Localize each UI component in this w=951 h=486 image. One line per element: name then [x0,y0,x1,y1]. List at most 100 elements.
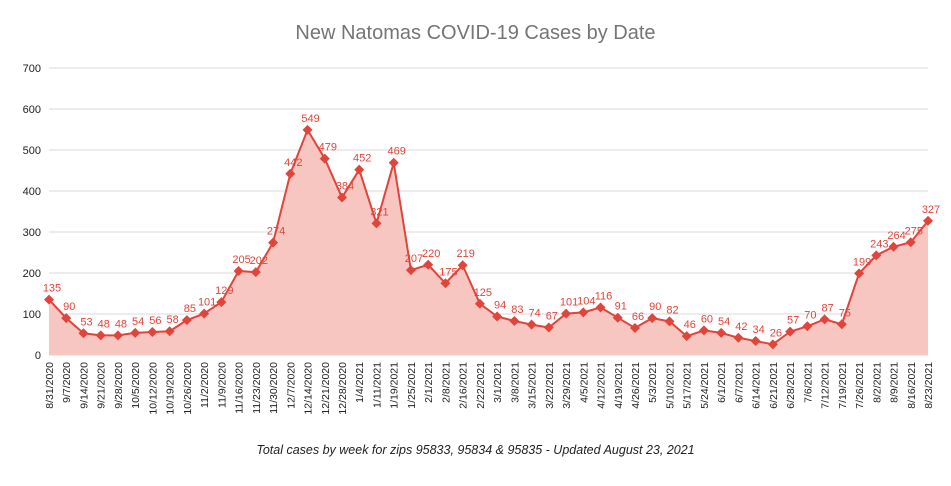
x-tick-label: 11/2/2020 [199,362,211,408]
chart-caption: Total cases by week for zips 95833, 9583… [256,443,695,457]
y-tick-label: 400 [23,186,41,198]
data-point [802,321,813,332]
x-tick-label: 4/26/2021 [630,362,642,409]
data-point [750,336,761,347]
data-point [836,319,847,330]
data-point [888,241,899,252]
x-tick-label: 9/21/2020 [96,362,108,409]
data-label: 42 [735,321,747,333]
x-tick-label: 5/3/2021 [647,362,659,403]
x-tick-label: 12/14/2020 [303,362,315,415]
data-label: 199 [853,256,871,268]
x-tick-label: 10/5/2020 [130,362,142,409]
x-tick-label: 8/31/2020 [44,362,56,409]
data-label: 56 [149,315,161,327]
data-point [561,308,572,319]
series-line [48,127,929,346]
data-markers [44,124,933,350]
x-tick-label: 11/23/2020 [251,362,263,414]
data-label: 479 [319,142,337,154]
data-point [285,168,296,179]
data-point [337,192,347,203]
y-tick-label: 200 [23,268,41,280]
data-point [474,298,485,309]
x-tick-label: 6/21/2021 [768,362,780,409]
data-point [578,307,589,318]
data-label: 321 [370,206,388,218]
data-label: 53 [80,316,92,328]
data-label: 125 [474,287,492,299]
data-label: 205 [232,254,250,266]
data-label: 75 [839,307,851,319]
x-tick-label: 6/7/2021 [733,362,745,403]
data-point [509,315,520,326]
data-point [216,297,227,308]
x-tick-label: 7/26/2021 [854,362,866,409]
data-point [767,339,778,350]
x-tick-label: 8/9/2021 [889,362,901,403]
x-tick-label: 9/7/2020 [61,362,73,403]
x-tick-label: 1/25/2021 [406,362,418,409]
data-point [250,267,261,278]
x-tick-label: 9/14/2020 [78,362,90,409]
x-tick-label: 4/5/2021 [578,362,590,403]
data-label: 60 [701,313,713,325]
data-label: 34 [753,324,765,336]
x-tick-label: 12/21/2020 [320,362,332,415]
data-label: 54 [132,316,144,328]
x-tick-label: 9/28/2020 [113,362,125,409]
y-tick-label: 100 [23,309,41,321]
data-label: 58 [167,314,179,326]
x-tick-label: 5/24/2021 [699,362,711,409]
y-tick-label: 600 [23,104,41,116]
data-label: 129 [215,285,233,297]
x-tick-label: 2/1/2021 [423,362,435,403]
x-tick-label: 8/16/2021 [906,362,918,409]
data-label: 26 [770,327,782,339]
x-tick-label: 3/22/2021 [544,362,556,409]
data-label: 135 [43,283,61,295]
data-label: 101 [560,297,578,309]
data-label: 275 [905,225,923,237]
data-label: 442 [284,157,302,169]
x-tick-label: 8/23/2021 [923,362,935,409]
data-label: 83 [511,304,523,316]
data-label: 327 [922,204,940,216]
data-label: 70 [804,309,816,321]
x-tick-label: 3/8/2021 [509,362,521,403]
data-label: 101 [198,297,216,309]
data-label: 202 [250,255,268,267]
x-tick-label: 12/7/2020 [285,362,297,409]
data-label: 243 [870,238,888,250]
series-area [49,129,928,355]
data-label: 116 [595,290,613,302]
data-label: 175 [439,266,457,278]
chart-title: New Natomas COVID-19 Cases by Date [295,22,656,44]
y-tick-label: 500 [23,145,41,157]
x-tick-label: 2/16/2021 [458,362,470,409]
data-label: 90 [63,301,75,313]
data-label: 48 [98,318,110,330]
data-label: 67 [546,311,558,323]
x-tick-label: 7/19/2021 [837,362,849,409]
data-point [181,315,192,326]
x-tick-label: 5/10/2021 [664,362,676,409]
data-point [854,268,865,279]
data-label: 220 [422,248,440,260]
data-point [423,259,434,270]
data-label: 384 [336,181,354,193]
data-label: 46 [684,319,696,331]
data-label: 91 [615,301,627,313]
data-point [199,308,210,319]
data-label: 66 [632,311,644,323]
x-tick-label: 7/6/2021 [802,362,814,403]
x-tick-label: 6/1/2021 [716,362,728,403]
x-tick-label: 8/2/2021 [871,362,883,403]
x-tick-label: 1/4/2021 [354,362,366,403]
data-point [905,237,916,248]
x-tick-label: 4/12/2021 [596,362,608,409]
data-point [440,278,451,289]
x-tick-label: 5/17/2021 [682,362,694,409]
data-point [371,218,382,229]
